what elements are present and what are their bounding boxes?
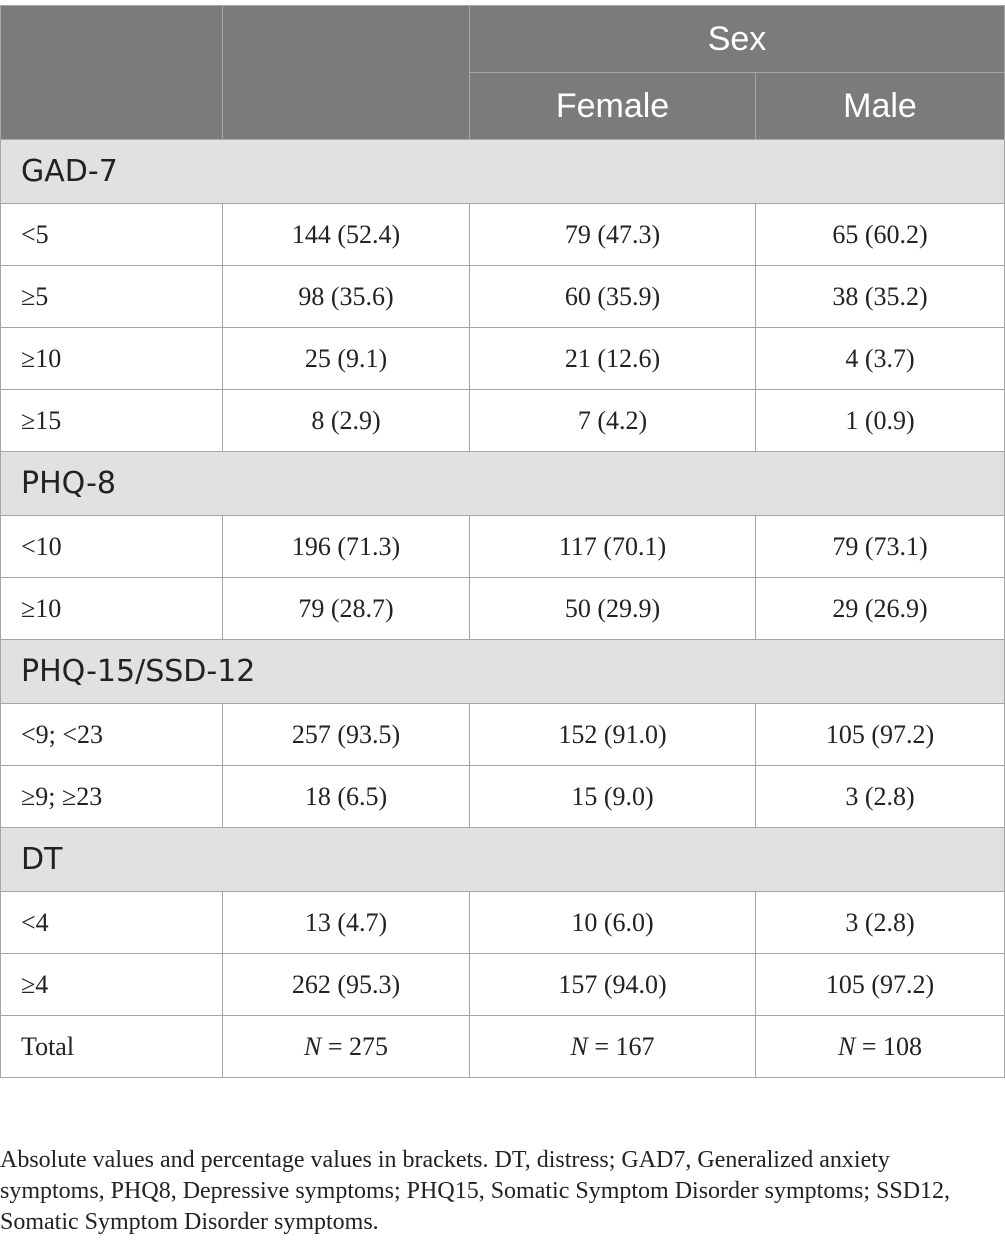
- cell-male: 3 (2.8): [755, 891, 1005, 954]
- row-label: ≥9; ≥23: [0, 765, 223, 828]
- cell-total: 13 (4.7): [222, 891, 470, 954]
- cell-male: 4 (3.7): [755, 327, 1005, 390]
- cell-female: 15 (9.0): [469, 765, 756, 828]
- cell-total: 25 (9.1): [222, 327, 470, 390]
- cell-total: 18 (6.5): [222, 765, 470, 828]
- row-label: <4: [0, 891, 223, 954]
- cell-total: 98 (35.6): [222, 265, 470, 328]
- table-row: <10 196 (71.3) 117 (70.1) 79 (73.1): [0, 515, 1005, 578]
- cell-male: 1 (0.9): [755, 389, 1005, 452]
- cell-male: 79 (73.1): [755, 515, 1005, 578]
- cell-male: 29 (26.9): [755, 577, 1005, 640]
- row-label: ≥4: [0, 953, 223, 1016]
- section-row: DT: [0, 827, 1005, 892]
- cell-female: 10 (6.0): [469, 891, 756, 954]
- cell-male: 3 (2.8): [755, 765, 1005, 828]
- section-title-gad7: GAD-7: [0, 139, 1005, 204]
- cell-total: 8 (2.9): [222, 389, 470, 452]
- table-footnote: Absolute values and percentage values in…: [0, 1147, 951, 1235]
- cell-male: 105 (97.2): [755, 953, 1005, 1016]
- cell-total: 262 (95.3): [222, 953, 470, 1016]
- n-symbol: N: [303, 1031, 322, 1061]
- results-table: Sex Female Male GAD-7 <5 144 (52.4) 79 (…: [0, 5, 1005, 1078]
- section-title-phq8: PHQ-8: [0, 451, 1005, 516]
- table-row: <9; <23 257 (93.5) 152 (91.0) 105 (97.2): [0, 703, 1005, 766]
- n-symbol: N: [570, 1031, 588, 1061]
- header-blank-label: [0, 5, 223, 140]
- cell-total-n: N = 275: [222, 1015, 470, 1078]
- section-row: GAD-7: [0, 139, 1005, 204]
- section-title-dt: DT: [0, 827, 1005, 892]
- header-male: Male: [755, 72, 1005, 140]
- cell-female: 21 (12.6): [469, 327, 756, 390]
- row-label: <5: [0, 203, 223, 266]
- table-row: ≥5 98 (35.6) 60 (35.9) 38 (35.2): [0, 265, 1005, 328]
- section-title-phq15-ssd12: PHQ-15/SSD-12: [0, 639, 1005, 704]
- cell-total: 79 (28.7): [222, 577, 470, 640]
- table-row: <5 144 (52.4) 79 (47.3) 65 (60.2): [0, 203, 1005, 266]
- table-row: ≥4 262 (95.3) 157 (94.0) 105 (97.2): [0, 953, 1005, 1016]
- total-label: Total: [0, 1015, 223, 1078]
- n-symbol: N: [837, 1031, 856, 1061]
- cell-female: 60 (35.9): [469, 265, 756, 328]
- section-row: PHQ-15/SSD-12: [0, 639, 1005, 704]
- n-value: = 108: [855, 1031, 922, 1061]
- header-sex: Sex: [469, 5, 1005, 73]
- header-blank-total: [222, 5, 470, 140]
- cell-female: 152 (91.0): [469, 703, 756, 766]
- n-value: = 275: [321, 1031, 388, 1061]
- n-value: = 167: [587, 1031, 655, 1061]
- row-label: ≥5: [0, 265, 223, 328]
- cell-male-n: N = 108: [755, 1015, 1005, 1078]
- row-label: ≥15: [0, 389, 223, 452]
- cell-total: 257 (93.5): [222, 703, 470, 766]
- cell-female: 117 (70.1): [469, 515, 756, 578]
- cell-male: 38 (35.2): [755, 265, 1005, 328]
- cell-male: 105 (97.2): [755, 703, 1005, 766]
- row-label: <9; <23: [0, 703, 223, 766]
- table-row: ≥15 8 (2.9) 7 (4.2) 1 (0.9): [0, 389, 1005, 452]
- cell-female: 50 (29.9): [469, 577, 756, 640]
- header-row-columns: Female Male: [1, 72, 1005, 140]
- cell-total: 144 (52.4): [222, 203, 470, 266]
- cell-female: 157 (94.0): [469, 953, 756, 1016]
- cell-female: 7 (4.2): [469, 389, 756, 452]
- header-female: Female: [469, 72, 756, 140]
- row-label: <10: [0, 515, 223, 578]
- table-row: ≥10 79 (28.7) 50 (29.9) 29 (26.9): [0, 577, 1005, 640]
- total-row: Total N = 275 N = 167 N = 108: [0, 1015, 1005, 1078]
- table-row: ≥9; ≥23 18 (6.5) 15 (9.0) 3 (2.8): [0, 765, 1005, 828]
- table-row: <4 13 (4.7) 10 (6.0) 3 (2.8): [0, 891, 1005, 954]
- cell-total: 196 (71.3): [222, 515, 470, 578]
- header-row-group: Sex: [0, 5, 1005, 140]
- cell-male: 65 (60.2): [755, 203, 1005, 266]
- cell-female-n: N = 167: [469, 1015, 756, 1078]
- section-row: PHQ-8: [0, 451, 1005, 516]
- row-label: ≥10: [0, 327, 223, 390]
- table-row: ≥10 25 (9.1) 21 (12.6) 4 (3.7): [0, 327, 1005, 390]
- cell-female: 79 (47.3): [469, 203, 756, 266]
- row-label: ≥10: [0, 577, 223, 640]
